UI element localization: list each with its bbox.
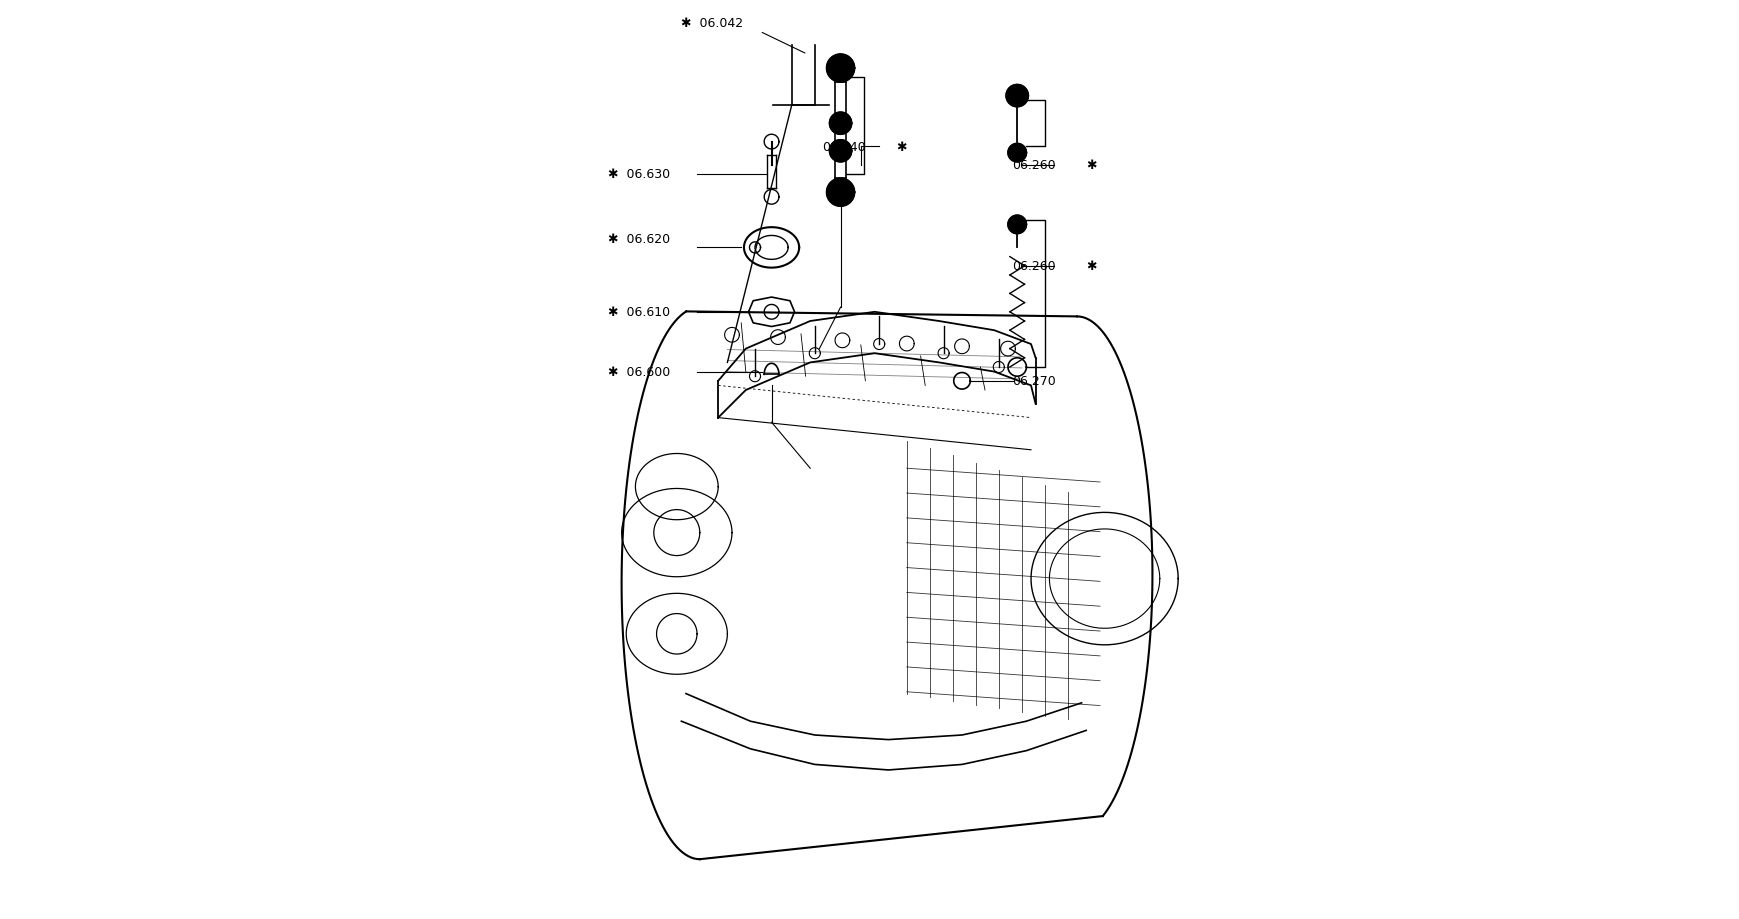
Text: ✱  06.600: ✱ 06.600 — [607, 366, 670, 379]
Polygon shape — [826, 179, 854, 207]
Text: ✱: ✱ — [1085, 260, 1096, 273]
Text: 06.260: 06.260 — [1012, 159, 1056, 172]
Text: ✱  06.630: ✱ 06.630 — [607, 168, 670, 181]
Polygon shape — [830, 113, 850, 135]
Text: 06.640: 06.640 — [823, 141, 866, 153]
Text: 06.260: 06.260 — [1012, 260, 1056, 273]
Polygon shape — [830, 141, 850, 163]
Polygon shape — [1007, 216, 1026, 234]
Text: ✱  06.620: ✱ 06.620 — [607, 233, 670, 245]
Text: ✱  06.042: ✱ 06.042 — [682, 17, 743, 29]
Text: 06.270: 06.270 — [1012, 375, 1056, 388]
Polygon shape — [826, 55, 854, 83]
Polygon shape — [1007, 144, 1026, 163]
Text: ✱: ✱ — [896, 141, 906, 153]
Polygon shape — [1005, 85, 1028, 108]
Text: ✱: ✱ — [1085, 159, 1096, 172]
Text: ✱  06.610: ✱ 06.610 — [607, 306, 670, 319]
